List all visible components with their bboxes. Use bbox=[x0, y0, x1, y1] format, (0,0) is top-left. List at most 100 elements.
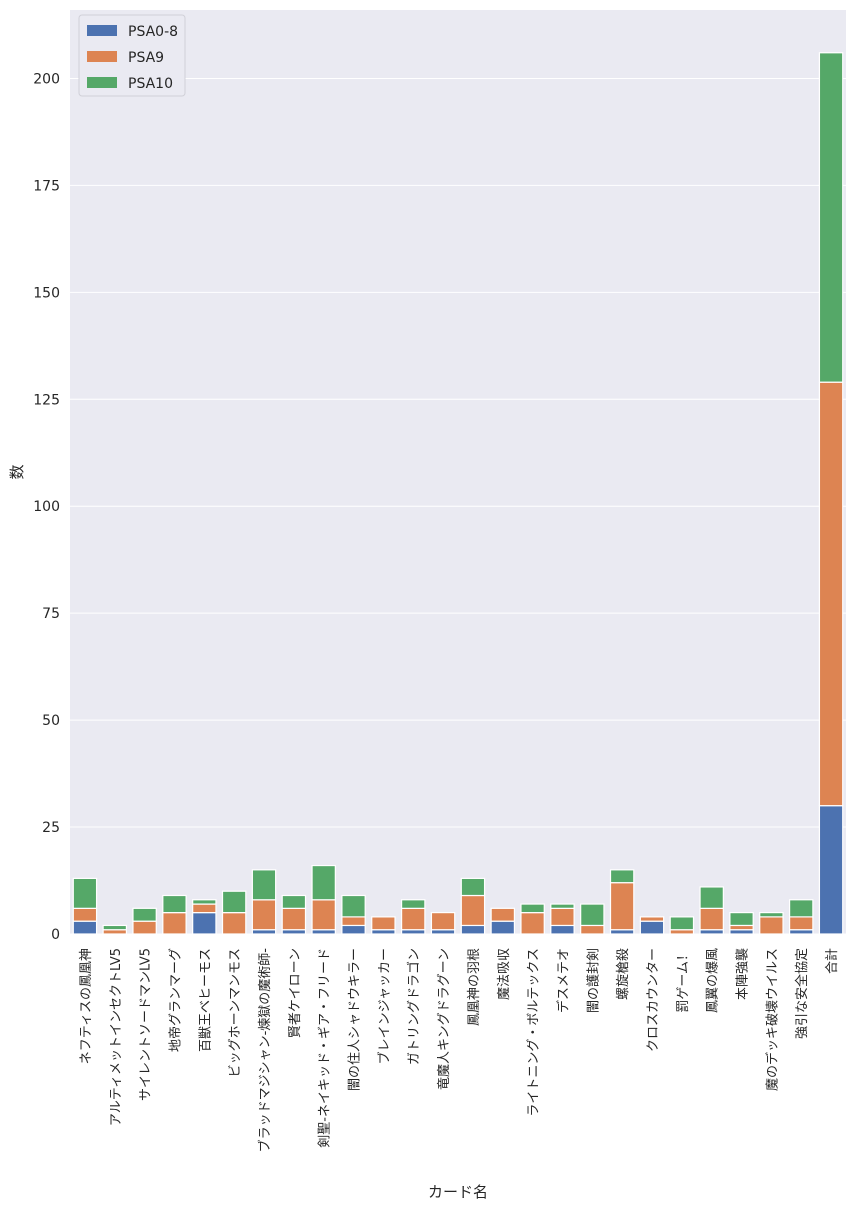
y-tick-label: 50 bbox=[42, 713, 60, 729]
bar-psa0-8-8 bbox=[311, 929, 336, 935]
x-tick-label: 鳳凰神の羽根 bbox=[467, 948, 482, 1026]
x-tick-label: デスメテオ bbox=[555, 948, 571, 1013]
bar-psa9-23 bbox=[759, 916, 784, 935]
x-tick-label: 螺旋槍殺 bbox=[616, 948, 631, 1000]
bar-psa0-8-25 bbox=[818, 805, 844, 935]
x-tick-label: 闇の住人シャドウキラー bbox=[348, 948, 363, 1091]
bar-psa10-9 bbox=[341, 894, 366, 918]
x-tick-label: 本陣強襲 bbox=[735, 948, 751, 1000]
bar-psa0-8-4 bbox=[192, 912, 217, 935]
bar-psa0-8-12 bbox=[430, 929, 456, 935]
bar-psa10-3 bbox=[162, 894, 187, 914]
bar-psa10-13 bbox=[460, 877, 486, 897]
y-tick-label: 175 bbox=[33, 178, 60, 194]
x-tick-label: サイレントソードマンLV5 bbox=[139, 948, 154, 1101]
bar-psa9-1 bbox=[102, 929, 128, 935]
bar-psa0-8-13 bbox=[460, 924, 486, 935]
bar-psa9-25 bbox=[818, 381, 844, 807]
bar-psa0-8-0 bbox=[72, 920, 98, 935]
y-tick-label: 100 bbox=[33, 499, 60, 515]
bar-psa9-0 bbox=[72, 907, 98, 922]
bar-psa10-0 bbox=[72, 877, 98, 909]
bar-psa10-16 bbox=[550, 903, 575, 909]
y-tick-label: 150 bbox=[33, 285, 60, 301]
y-axis-title: 数 bbox=[8, 464, 26, 479]
bar-psa0-8-19 bbox=[639, 920, 665, 935]
x-axis-ticks: ネフティスの鳳凰神 アルティメットインセクトLV5 サイレントソードマンLV5 地帝グ… bbox=[79, 948, 840, 1153]
y-tick-label: 125 bbox=[33, 392, 60, 408]
bar-psa0-8-18 bbox=[609, 929, 635, 935]
x-tick-label: 百獣王ベヒーモス bbox=[198, 948, 213, 1052]
bar-psa10-17 bbox=[580, 903, 605, 927]
bar-psa10-22 bbox=[729, 912, 754, 927]
bar-psa10-24 bbox=[788, 899, 814, 918]
x-tick-label: ネフティスの鳳凰神 bbox=[79, 948, 94, 1064]
legend-swatch bbox=[87, 77, 117, 88]
bar-psa9-12 bbox=[430, 912, 456, 931]
x-tick-label: 強引な安全協定 bbox=[794, 948, 810, 1039]
bar-psa0-8-14 bbox=[490, 920, 516, 935]
x-tick-label: 鳳翼の爆風 bbox=[706, 948, 721, 1013]
y-tick-label: 75 bbox=[42, 606, 60, 622]
bar-psa10-6 bbox=[251, 869, 277, 901]
bar-psa10-18 bbox=[609, 869, 635, 884]
bar-psa9-6 bbox=[251, 899, 277, 931]
bar-psa9-5 bbox=[221, 912, 247, 935]
bar-psa10-15 bbox=[520, 903, 545, 914]
bar-psa9-2 bbox=[132, 920, 157, 935]
x-tick-label: ライトニング・ボルテックス bbox=[527, 948, 542, 1117]
x-tick-label: ブラッドマジシャン-煉獄の魔術師- bbox=[257, 948, 273, 1153]
bar-psa0-8-10 bbox=[371, 929, 396, 935]
bar-psa9-9 bbox=[341, 916, 366, 927]
bar-psa0-8-16 bbox=[550, 924, 575, 935]
legend-label: PSA9 bbox=[128, 50, 164, 66]
bar-psa9-11 bbox=[400, 907, 426, 931]
plot-background bbox=[70, 10, 846, 934]
x-tick-label: 闇の護封剣 bbox=[585, 948, 601, 1013]
bar-psa9-18 bbox=[609, 882, 635, 931]
bar-psa10-23 bbox=[759, 912, 784, 918]
x-tick-label: ビッグホーンマンモス bbox=[228, 948, 243, 1077]
bar-psa9-14 bbox=[490, 907, 516, 922]
bar-psa9-10 bbox=[371, 916, 396, 931]
bars bbox=[72, 52, 844, 935]
bar-psa9-22 bbox=[729, 924, 754, 931]
bar-psa9-15 bbox=[520, 912, 545, 935]
x-tick-label: 合計 bbox=[824, 948, 840, 974]
bar-psa9-8 bbox=[311, 899, 336, 931]
bar-psa9-19 bbox=[639, 916, 665, 922]
bar-psa0-8-7 bbox=[281, 929, 307, 935]
legend-swatch bbox=[87, 25, 117, 36]
bar-psa10-20 bbox=[669, 916, 695, 931]
bar-psa0-8-24 bbox=[788, 929, 814, 935]
bar-psa9-20 bbox=[669, 929, 695, 935]
bar-psa10-7 bbox=[281, 894, 307, 909]
bar-psa10-8 bbox=[311, 864, 336, 901]
bar-psa10-4 bbox=[192, 899, 217, 905]
bar-psa9-21 bbox=[699, 907, 724, 931]
x-tick-label: 地帝グランマーグ bbox=[167, 948, 183, 1052]
bar-psa10-21 bbox=[699, 886, 724, 909]
bar-psa0-8-9 bbox=[341, 924, 366, 935]
x-tick-label: 剣聖-ネイキッド・ギア・フリード bbox=[318, 948, 333, 1148]
x-axis-title: カード名 bbox=[428, 1183, 488, 1201]
bar-psa10-2 bbox=[132, 907, 157, 922]
bar-psa10-5 bbox=[221, 890, 247, 914]
legend-label: PSA0-8 bbox=[128, 24, 178, 40]
x-tick-label: 竜魔人キングドラグーン bbox=[437, 948, 452, 1090]
y-axis-ticks: 0 25 50 75 100 125 150 175 200 bbox=[33, 71, 60, 943]
bar-psa9-3 bbox=[162, 912, 187, 935]
legend-swatch bbox=[87, 51, 117, 62]
x-tick-label: クロスカウンター bbox=[646, 948, 661, 1052]
bar-psa10-1 bbox=[102, 924, 128, 931]
bar-psa9-13 bbox=[460, 894, 486, 927]
x-tick-label: アルティメットインセクトLV5 bbox=[109, 948, 124, 1126]
bar-psa9-7 bbox=[281, 907, 307, 931]
bar-psa9-17 bbox=[580, 924, 605, 935]
bar-psa0-8-11 bbox=[400, 929, 426, 935]
bar-psa0-8-6 bbox=[251, 929, 277, 935]
bar-psa10-25 bbox=[818, 52, 844, 383]
x-tick-label: 魔のデッキ破壊ウイルス bbox=[764, 948, 780, 1091]
bar-psa9-4 bbox=[192, 903, 217, 914]
